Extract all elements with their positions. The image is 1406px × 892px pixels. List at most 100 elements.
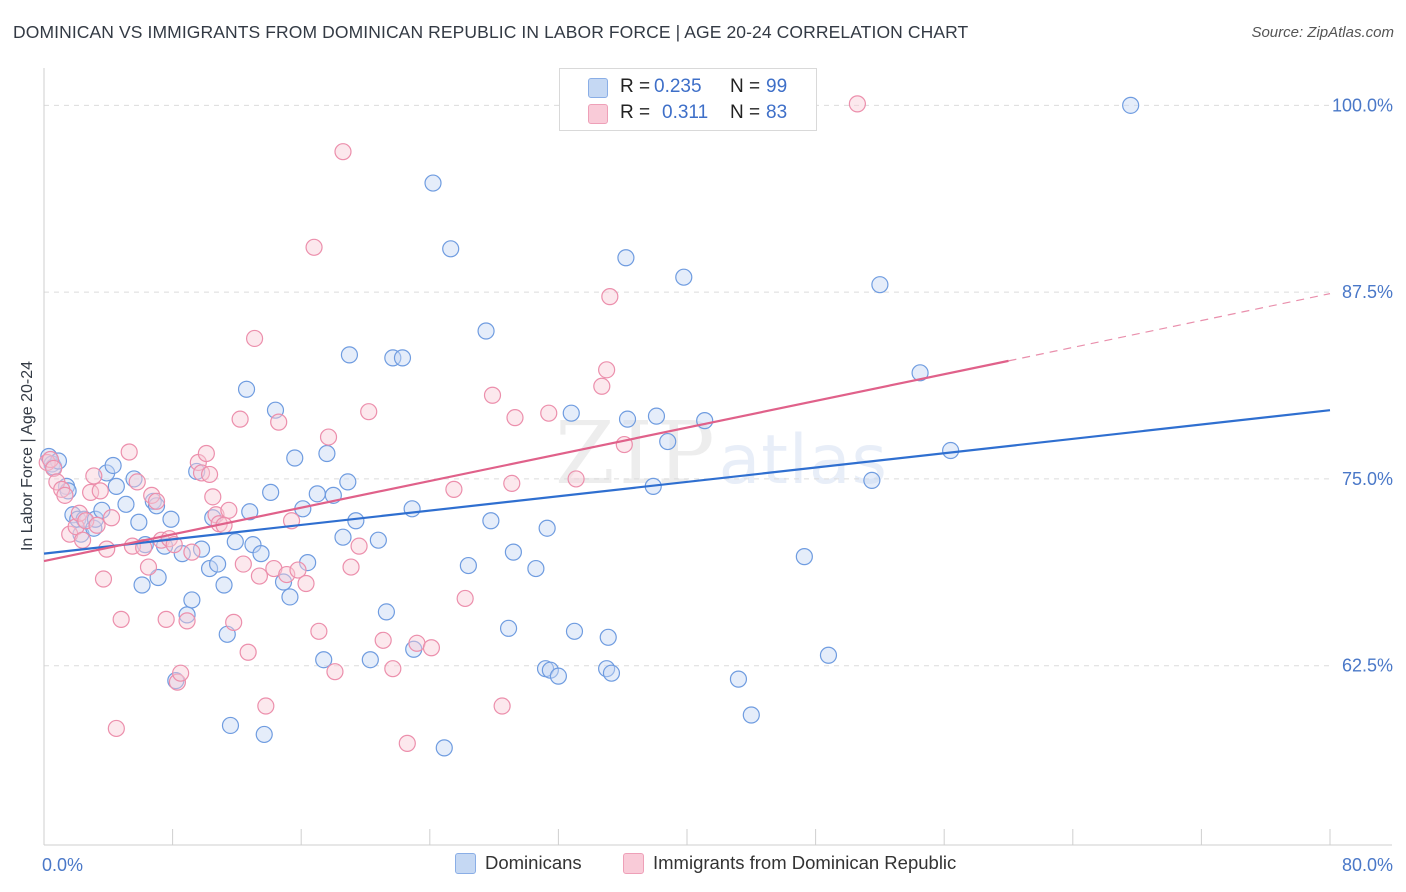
y-tick-label: 100.0% <box>1332 95 1393 115</box>
immigrants-point <box>270 413 288 431</box>
legend-r-label: R = <box>620 76 651 97</box>
dominicans-point <box>647 407 666 425</box>
immigrants-point <box>289 561 307 579</box>
dominicans-point <box>162 510 180 528</box>
dominicans-point <box>1122 96 1140 114</box>
legend-swatch-pink <box>588 104 608 124</box>
dominicans-point <box>384 349 402 367</box>
dominicans-point <box>499 619 518 637</box>
immigrants-point <box>94 570 113 588</box>
dominicans-point <box>262 483 280 501</box>
immigrants-point <box>598 361 616 379</box>
dominicans-point <box>215 576 233 594</box>
dominicans-point <box>675 268 693 286</box>
dominicans-point <box>729 670 748 688</box>
watermark-atlas: atlas <box>718 421 888 500</box>
dominicans-point <box>117 495 135 513</box>
immigrants-point <box>445 480 463 498</box>
dominicans-point <box>871 276 889 294</box>
dominicans-point <box>527 559 545 578</box>
dominicans-point <box>255 725 273 744</box>
immigrants-point <box>120 443 138 461</box>
dominicans-point <box>200 559 219 578</box>
dominicans-point <box>565 622 584 640</box>
dominicans-point <box>369 531 387 549</box>
dominicans-point <box>459 556 477 575</box>
axes <box>43 68 1392 846</box>
dominicans-point <box>659 432 677 451</box>
dominicans-point <box>237 380 256 398</box>
dominicans-point <box>562 404 580 422</box>
immigrants-point <box>172 664 190 682</box>
dominicans-point <box>125 470 143 488</box>
dominicans-point <box>107 477 125 495</box>
dominicans-point <box>308 485 326 503</box>
immigrants-point <box>342 558 360 576</box>
immigrants-point <box>398 734 416 752</box>
dominicans-point <box>318 444 336 463</box>
dominicans-point <box>221 716 240 735</box>
immigrants-point <box>147 492 166 510</box>
dominicans-point <box>209 555 227 573</box>
immigrants-point <box>326 663 344 681</box>
dominicans-points <box>40 96 1140 757</box>
immigrants-point <box>56 486 74 504</box>
legend-r-value: 0.311 <box>662 102 709 123</box>
immigrants-point <box>408 634 426 652</box>
immigrants-point <box>231 410 249 428</box>
immigrants-point <box>220 501 238 519</box>
dominicans-point <box>315 651 333 669</box>
immigrants-point <box>200 465 219 484</box>
dominicans-point <box>340 346 359 364</box>
immigrants-point <box>204 488 222 506</box>
dominicans-point <box>477 322 495 340</box>
dominicans-trend-line <box>43 409 1331 555</box>
dominicans-point <box>104 456 122 475</box>
immigrants-point <box>73 531 92 549</box>
legend-r-label: R = <box>620 102 651 123</box>
dominicans-point <box>393 349 412 367</box>
immigrants-point <box>183 543 201 561</box>
dominicans-point <box>183 591 201 609</box>
source-label: Source: ZipAtlas.com <box>1251 24 1394 41</box>
immigrants-point <box>257 697 275 715</box>
x-tick-label: 80.0% <box>1342 855 1393 875</box>
dominicans-point <box>130 513 148 531</box>
legend-r-value: 0.235 <box>654 76 702 97</box>
dominicans-point <box>911 364 929 382</box>
immigrants-point <box>305 238 323 256</box>
gridlines <box>44 104 1332 667</box>
y-tick-label: 62.5% <box>1342 656 1393 676</box>
dominicans-point <box>147 497 166 515</box>
immigrants-points <box>38 95 866 752</box>
immigrants-point <box>350 537 368 555</box>
chart-title: DOMINICAN VS IMMIGRANTS FROM DOMINICAN R… <box>13 22 969 42</box>
dominicans-point <box>942 441 960 460</box>
immigrants-point <box>234 555 252 573</box>
legend-swatch-pink <box>623 853 644 874</box>
immigrants-point <box>157 610 175 628</box>
immigrants-point <box>168 673 187 691</box>
immigrants-point <box>128 473 146 491</box>
dominicans-point <box>442 240 460 258</box>
dominicans-point <box>226 533 244 551</box>
dominicans-point <box>192 540 211 558</box>
legend-swatch-blue <box>455 853 476 874</box>
legend-n-value: 83 <box>766 102 788 123</box>
immigrants-point <box>239 643 257 661</box>
immigrants-point <box>165 536 183 554</box>
immigrants-point <box>422 639 441 657</box>
legend-label: Immigrants from Dominican Republic <box>653 852 957 873</box>
dominicans-point <box>617 249 635 267</box>
dominicans-point <box>696 412 714 430</box>
dominicans-point <box>281 588 299 606</box>
dominicans-point <box>286 449 304 467</box>
immigrants-point <box>503 474 521 492</box>
dominicans-point <box>334 528 352 546</box>
dominicans-point <box>435 739 453 757</box>
dominicans-point <box>602 664 621 682</box>
dominicans-point <box>819 646 838 664</box>
immigrants-point <box>483 386 502 404</box>
legend-label: Dominicans <box>485 852 582 873</box>
